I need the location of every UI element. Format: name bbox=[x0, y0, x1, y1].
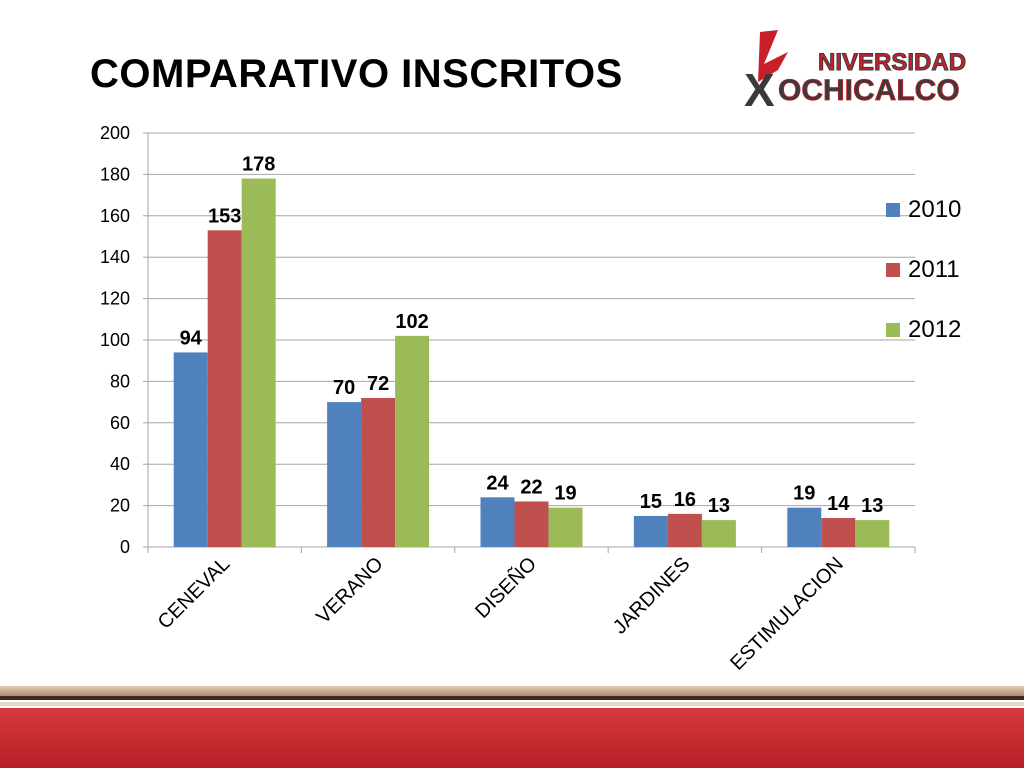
x-category-label: DISEÑO bbox=[470, 552, 541, 623]
logo-letter-x: X bbox=[744, 64, 775, 116]
bar-2010-ceneval bbox=[173, 352, 208, 547]
data-label: 178 bbox=[242, 154, 275, 176]
data-label: 15 bbox=[640, 491, 662, 513]
y-tick-label: 120 bbox=[100, 289, 130, 309]
bar-chart: 94 70 24 15 19 153 72 22 16 14 178 102 19 13 13 0 20 40 6… bbox=[100, 123, 916, 675]
y-tick-label: 60 bbox=[110, 413, 130, 433]
data-label: 70 bbox=[333, 377, 355, 399]
y-tick-label: 20 bbox=[110, 496, 130, 516]
legend-item: 2012 bbox=[886, 300, 961, 360]
data-label: 24 bbox=[486, 472, 509, 494]
slide-title: COMPARATIVO INSCRITOS bbox=[90, 52, 623, 96]
bar-2012-verano bbox=[395, 335, 430, 547]
data-label: 19 bbox=[793, 483, 815, 505]
legend-item: 2011 bbox=[886, 240, 961, 300]
y-tick-label: 160 bbox=[100, 206, 130, 226]
y-tick-label: 200 bbox=[100, 123, 130, 143]
data-label: 13 bbox=[861, 495, 883, 517]
legend-swatch bbox=[886, 203, 900, 217]
logo-swoosh-icon bbox=[758, 30, 788, 82]
data-label: 19 bbox=[554, 483, 576, 505]
y-tick-label: 180 bbox=[100, 164, 130, 184]
bars bbox=[173, 178, 890, 548]
gridlines bbox=[143, 132, 916, 553]
legend-swatch bbox=[886, 323, 900, 337]
x-axis-categories: CENEVAL VERANO DISEÑO JARDINES ESTIMULACION bbox=[154, 552, 848, 675]
y-tick-label: 0 bbox=[120, 537, 130, 557]
bar-2011-verano bbox=[361, 397, 396, 547]
y-tick-label: 80 bbox=[110, 371, 130, 391]
bar-2010-verano bbox=[327, 402, 362, 547]
bar-2011-diseño bbox=[514, 501, 549, 547]
bar-2012-diseño bbox=[548, 507, 583, 547]
y-tick-label: 140 bbox=[100, 247, 130, 267]
legend-item: 2010 bbox=[886, 180, 961, 240]
data-label: 153 bbox=[208, 205, 241, 227]
data-label: 13 bbox=[708, 495, 730, 517]
university-logo: NIVERSIDAD X OCHICALCO bbox=[744, 30, 967, 116]
legend-label: 2011 bbox=[908, 256, 960, 283]
legend-swatch bbox=[886, 263, 900, 277]
data-label: 22 bbox=[520, 476, 542, 498]
data-labels: 94 70 24 15 19 153 72 22 16 14 178 102 19 13 13 bbox=[180, 154, 884, 518]
bar-2012-jardines bbox=[701, 520, 736, 547]
logo-line1: NIVERSIDAD bbox=[818, 49, 966, 76]
x-category-label: JARDINES bbox=[609, 553, 694, 638]
legend: 2010 2011 2012 bbox=[886, 180, 961, 360]
legend-label: 2012 bbox=[908, 316, 962, 343]
data-label: 16 bbox=[674, 489, 696, 511]
bar-2011-ceneval bbox=[207, 230, 242, 548]
bar-2011-jardines bbox=[667, 513, 702, 547]
bar-2012-ceneval bbox=[241, 178, 276, 548]
bar-2010-jardines bbox=[633, 515, 668, 547]
logo-line2: OCHICALCO bbox=[778, 74, 960, 107]
data-label: 94 bbox=[180, 327, 203, 349]
bar-2012-estimulacion bbox=[855, 520, 890, 547]
x-category-label: ESTIMULACION bbox=[726, 553, 848, 675]
y-tick-label: 40 bbox=[110, 454, 130, 474]
data-label: 14 bbox=[827, 493, 850, 515]
bar-2010-estimulacion bbox=[787, 507, 822, 547]
bar-2010-diseño bbox=[480, 497, 515, 547]
legend-label: 2010 bbox=[908, 196, 962, 223]
bar-2011-estimulacion bbox=[821, 518, 856, 547]
footer-band bbox=[0, 686, 1024, 768]
y-tick-label: 100 bbox=[100, 330, 130, 350]
data-label: 102 bbox=[395, 311, 428, 333]
x-category-label: VERANO bbox=[312, 553, 387, 628]
data-label: 72 bbox=[367, 373, 389, 395]
y-axis-ticks: 0 20 40 60 80 100 120 140 160 180 200 bbox=[100, 123, 130, 557]
x-category-label: CENEVAL bbox=[154, 553, 235, 634]
